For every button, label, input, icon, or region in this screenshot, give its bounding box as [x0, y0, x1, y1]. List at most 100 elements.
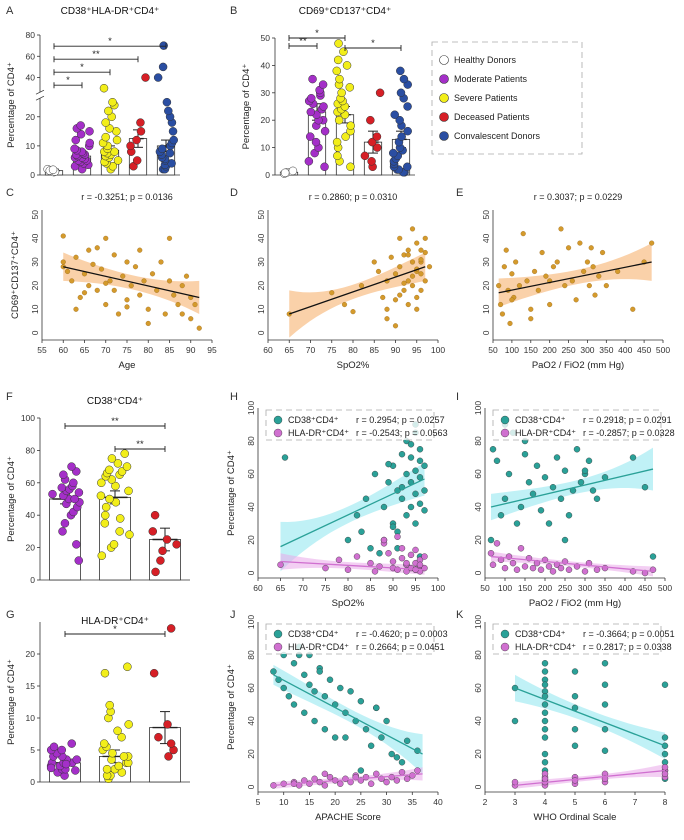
data-point	[158, 546, 167, 556]
data-point	[367, 157, 376, 166]
x-tick-label: 50	[488, 345, 498, 355]
y-tick-label: 20	[246, 535, 256, 545]
data-point	[101, 502, 111, 512]
legend-stat: r = 0.2918; p = 0.0291	[583, 415, 672, 425]
x-tick-label: 150	[524, 345, 538, 355]
data-point	[301, 709, 308, 716]
data-point	[321, 693, 329, 700]
confidence-band	[273, 664, 423, 774]
x-axis-label: SpO2%	[332, 598, 365, 609]
data-point	[353, 553, 361, 560]
y-tick-label: 60	[246, 469, 256, 479]
data-point	[304, 157, 314, 166]
data-point	[405, 301, 411, 308]
data-point	[358, 528, 365, 535]
data-point	[592, 292, 598, 298]
y-tick-label: 30	[256, 257, 266, 267]
data-point	[416, 561, 424, 568]
data-point	[113, 726, 122, 736]
data-point	[589, 487, 597, 494]
x-tick-label: 5	[256, 797, 261, 807]
x-tick-label: 80	[343, 583, 353, 593]
x-tick-label: 65	[80, 345, 90, 355]
data-point	[405, 252, 411, 258]
x-axis-label: APACHE Score	[315, 812, 381, 823]
data-point	[380, 294, 386, 301]
data-point	[172, 540, 181, 549]
y-tick-label: 80	[473, 650, 483, 660]
data-point	[649, 553, 657, 560]
data-point	[367, 559, 374, 567]
data-point	[571, 742, 579, 749]
data-point	[421, 462, 428, 469]
data-point	[403, 559, 410, 567]
data-point	[321, 770, 329, 778]
data-point	[550, 264, 556, 270]
data-point	[321, 726, 329, 733]
chart-title: r = 0.2860; p = 0.0310	[309, 192, 398, 202]
x-tick-label: 90	[391, 345, 401, 355]
data-point	[119, 752, 129, 761]
data-point	[398, 495, 406, 502]
data-point	[333, 151, 342, 161]
data-point	[362, 773, 370, 781]
data-point	[507, 320, 513, 327]
data-point	[290, 660, 298, 667]
x-tick-label: 100	[505, 345, 519, 355]
data-point	[341, 132, 350, 141]
x-tick-label: 60	[253, 583, 263, 593]
y-tick-label: 60	[473, 469, 483, 479]
data-point	[412, 546, 419, 554]
data-point	[115, 311, 122, 317]
data-point	[388, 750, 395, 758]
x-tick-label: 100	[431, 345, 445, 355]
data-point	[288, 166, 298, 176]
x-tick-label: 100	[498, 583, 512, 593]
y-tick-label: 60	[26, 478, 36, 488]
series-legend-box	[265, 623, 435, 655]
data-point	[326, 773, 334, 781]
panel-B: B CD69⁺CD137⁺CD4⁺ Percentage of CD4⁺ 0 10 20 3…	[230, 5, 415, 180]
panel-F: F CD38⁺CD4⁺ Percentage of CD4⁺ 0 20 40 60 80 100…	[6, 391, 190, 585]
data-point	[566, 245, 572, 251]
x-tick-label: 300	[578, 583, 592, 593]
data-point	[145, 306, 151, 312]
data-point	[69, 278, 75, 284]
data-point	[117, 732, 126, 742]
data-point	[416, 500, 424, 507]
panel-J: J 5 10 15 20 25 30 35 40 0 20 40 60 80 100 APACHE Score…	[226, 609, 448, 823]
regression-line	[514, 769, 666, 787]
data-point	[112, 135, 122, 145]
data-point	[565, 566, 573, 573]
data-point	[344, 536, 352, 544]
data-point	[395, 115, 404, 125]
data-point	[521, 451, 529, 458]
data-point	[397, 264, 403, 270]
legend-group-label: Severe Patients	[454, 93, 518, 103]
x-tick-label: 15	[305, 797, 315, 807]
group-legend: Healthy Donors Moderate Patients Severe Pa…	[431, 41, 583, 155]
data-point	[124, 486, 133, 496]
data-point	[541, 717, 549, 725]
regression-line	[498, 261, 652, 294]
regression-line	[490, 555, 654, 573]
data-point	[57, 483, 67, 492]
data-point	[661, 750, 669, 758]
data-point	[554, 259, 560, 265]
x-tick-label: 50	[480, 583, 490, 593]
legend-group-label: Deceased Patients	[454, 112, 530, 122]
regression-line	[289, 266, 426, 315]
data-point	[321, 782, 329, 789]
data-point	[322, 564, 329, 572]
x-tick-label: 75	[122, 345, 132, 355]
data-point	[111, 287, 117, 293]
data-point	[545, 520, 553, 527]
y-axis-label: Percentage of CD4⁺	[241, 64, 252, 150]
panel-letter: J	[230, 609, 236, 621]
legend-marker	[500, 629, 510, 639]
y-tick-label: 40	[473, 502, 483, 512]
data-point	[77, 294, 83, 301]
data-point	[311, 137, 321, 147]
data-point	[124, 720, 133, 729]
